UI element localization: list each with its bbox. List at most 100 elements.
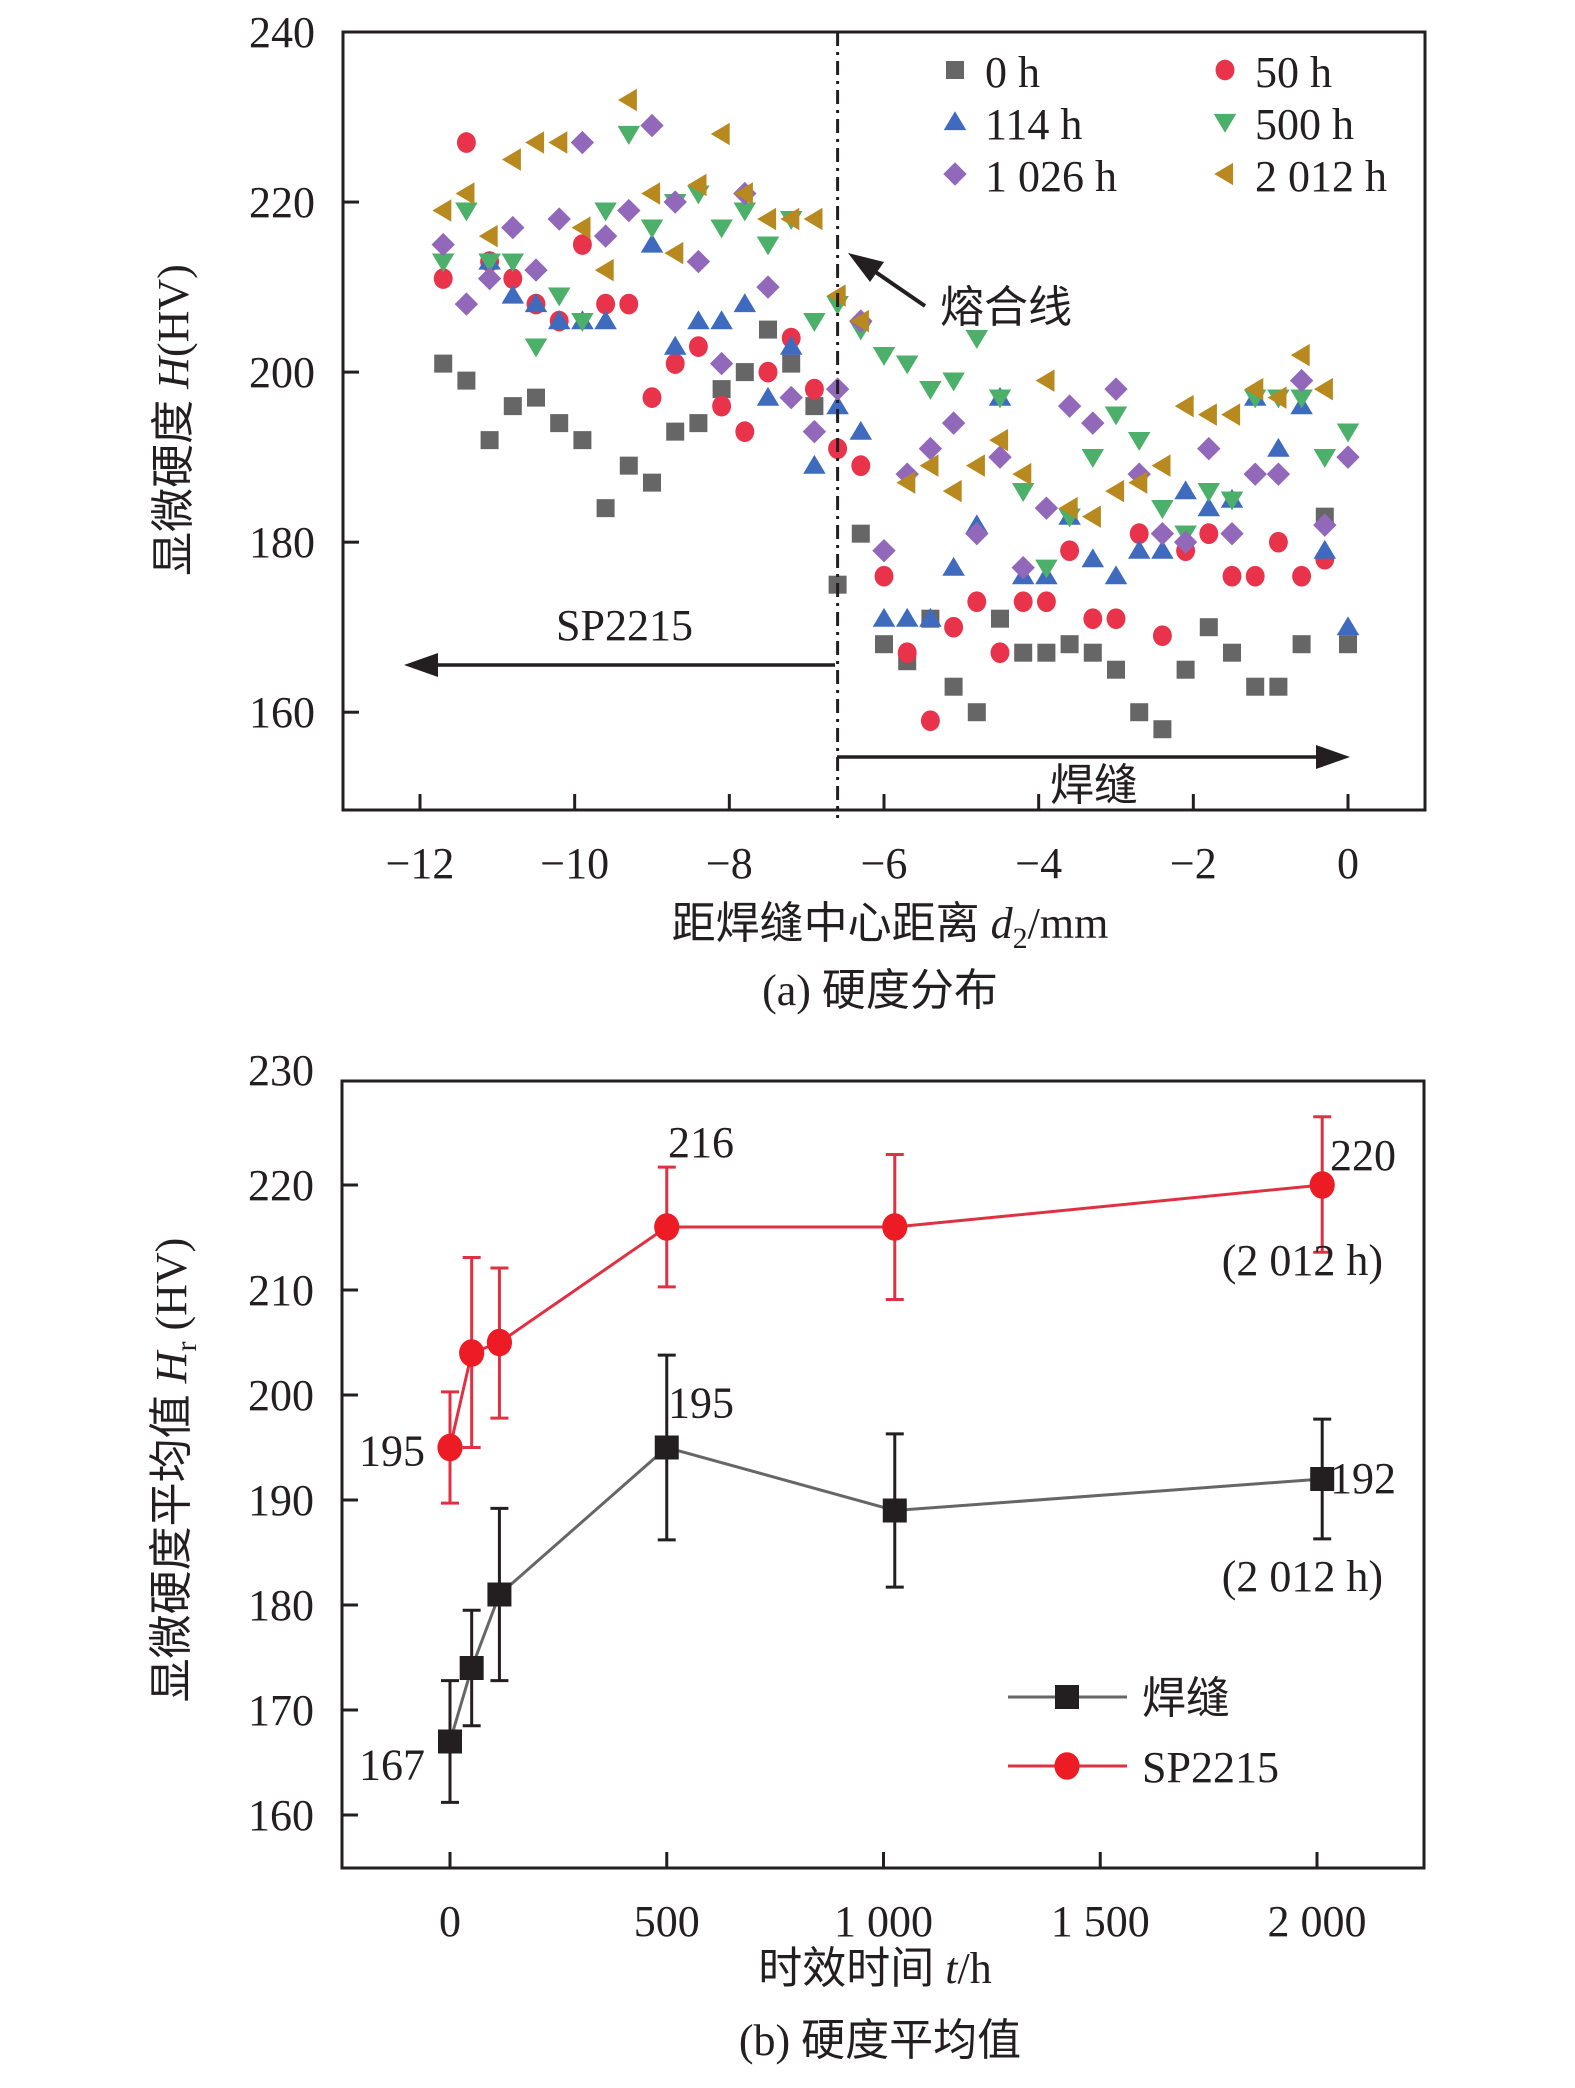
data-point [640,219,664,239]
chart-b-caption: (b) 硬度平均值 [739,2016,1021,2065]
data-point [547,310,571,330]
data-point [664,241,684,265]
data-point [1173,530,1198,554]
chart-b-x-title-var: t [945,1944,959,1993]
chart-b-y-tick-label: 170 [248,1686,314,1735]
data-point [594,202,617,222]
chart-b-annotations: 195 216 220 (2 012 h) 167 195 192 (2 012 h) [359,1118,1396,1790]
data-point [1060,635,1079,654]
data-point [1267,437,1290,457]
chart-b-x-ticks: 0 500 1 000 1 500 2 000 [439,1852,1367,1946]
data-point [826,395,849,415]
data-point [757,207,777,231]
data-point [733,202,757,222]
data-point [1105,479,1125,503]
data-point [1130,703,1149,722]
legend-item: SP2215 [1008,1743,1279,1792]
data-point [918,436,943,461]
data-point [1152,625,1172,647]
data-point [779,335,803,355]
chart-a-x-tick-label: −10 [540,839,609,888]
chart-a-x-tick-label: 0 [1337,839,1359,888]
legend-item: 0 h [946,48,1040,97]
data-point [596,293,616,315]
chart-a-hardness-distribution: 160 180 200 220 240 −12 −10 −8 −6 −4 −2 0 熔合线 SP22… [149,8,1427,1015]
data-point [989,428,1009,452]
data-point [782,354,801,373]
data-point [1197,483,1221,502]
data-point [524,338,548,358]
legend-item: 50 h [1215,48,1332,97]
data-point [454,292,479,316]
data-point [431,253,455,273]
data-point [1336,616,1360,636]
data-point [642,387,662,408]
data-point [966,454,985,477]
legend-marker-icon [946,61,964,79]
data-point [502,148,521,171]
legend-marker-icon [943,162,967,186]
data-point [1289,368,1314,393]
data-point [1290,389,1313,409]
data-point [1081,411,1105,435]
legend-item: 2 012 h [1214,152,1387,201]
data-point [663,190,687,214]
data-point [759,320,777,339]
data-point [455,182,475,205]
data-point [1082,505,1101,528]
sp2215-arrow-head [404,653,438,677]
chart-a-x-title-sub: 2 [1013,922,1028,955]
data-point [803,454,826,474]
data-point [689,414,708,433]
chart-a-y-axis-title: 显微硬度 H(HV) [149,264,198,576]
data-point [437,1433,463,1462]
data-point [1011,483,1035,502]
series-line [448,1183,1323,1448]
data-point [875,635,893,654]
legend-label: SP2215 [1142,1743,1279,1792]
data-point [1107,660,1125,679]
chart-a-x-axis-title: 距焊缝中心距离 d2/mm [672,899,1109,955]
data-point [486,1328,513,1357]
data-point [803,312,826,332]
data-point [1150,521,1175,546]
data-point [1336,423,1360,443]
data-point [501,215,525,240]
series-0-h [434,320,1357,739]
chart-b-y-title-var: H [147,1349,196,1384]
data-point [431,232,455,257]
data-point [434,354,453,373]
data-point [1060,540,1080,562]
data-label: 220 [1330,1131,1396,1180]
data-point [593,224,618,248]
data-point [1176,660,1195,679]
data-point [527,388,545,407]
data-point [1269,677,1288,696]
chart-a-x-tick-label: −8 [706,839,753,888]
data-point [1292,635,1311,654]
data-point [571,216,591,239]
data-point [617,198,641,223]
legend-marker-icon [1054,1752,1080,1780]
data-point [1336,445,1360,469]
data-point [1199,523,1219,545]
fusion-line-annotation: 熔合线 [848,253,1072,332]
data-point [733,293,757,313]
data-point [1151,539,1174,559]
series-weld [438,1353,1335,1804]
chart-b-y-title-sub: r [170,1342,203,1352]
chart-a-y-tick-label: 180 [249,518,315,567]
data-label: 192 [1330,1454,1396,1503]
chart-b-y-title-suffix: (HV) [147,1238,196,1342]
data-point [1243,462,1267,486]
data-point [1313,513,1337,537]
data-point [457,371,476,390]
data-point [804,378,824,400]
data-point [548,131,568,154]
chart-b-y-tick-label: 180 [248,1581,314,1630]
data-point [882,1213,908,1241]
data-point [872,607,896,627]
data-point [990,642,1010,664]
data-point [687,173,707,197]
data-point [640,113,664,138]
